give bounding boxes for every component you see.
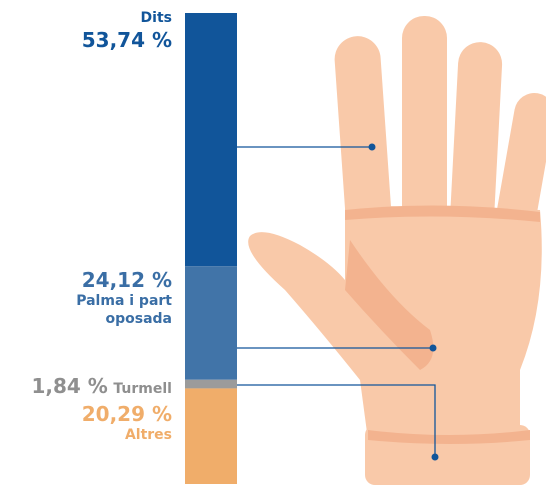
bar-segment	[185, 266, 237, 380]
hand	[248, 16, 546, 485]
value-label: 24,12 %	[42, 268, 172, 293]
bar-segment	[185, 380, 237, 389]
label-altres: 20,29 % Altres	[12, 402, 172, 445]
value-label: 1,84 %	[31, 374, 107, 398]
series-name: Palma i part oposada	[42, 293, 172, 328]
chart: Dits 53,74 % 24,12 % Palma i part oposad…	[0, 0, 546, 486]
value-label: 53,74 %	[12, 28, 172, 53]
value-label: 20,29 %	[12, 402, 172, 427]
series-name: Turmell	[113, 381, 172, 397]
bar-segment	[185, 13, 237, 266]
label-turmell: 1,84 % Turmell	[0, 374, 172, 399]
bar-segment	[185, 388, 237, 484]
label-dits: Dits 53,74 %	[12, 10, 172, 53]
label-palma: 24,12 % Palma i part oposada	[42, 268, 172, 328]
series-name: Dits	[12, 10, 172, 28]
series-name: Altres	[12, 427, 172, 445]
